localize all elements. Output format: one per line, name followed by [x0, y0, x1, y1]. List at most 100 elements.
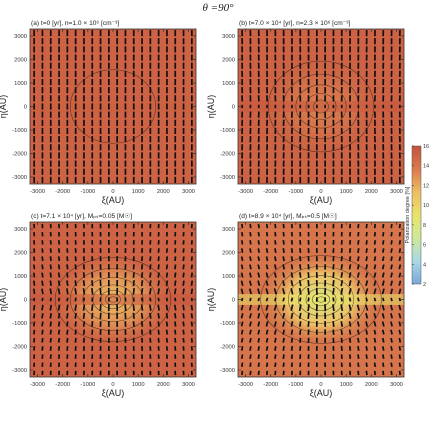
polarization-vector: [41, 304, 44, 311]
polarization-vector: [282, 240, 285, 245]
polarization-vector: [307, 272, 310, 278]
panel-b: -3000 -2000 -1000 0 1000 2000 3000 -3000 -2000 -1…: [206, 20, 405, 205]
polarization-vector: [265, 240, 269, 245]
polarization-vector: [157, 288, 160, 295]
polarization-vector: [140, 312, 144, 319]
x-tick-label: 0: [319, 189, 322, 195]
polarization-vector: [66, 304, 69, 311]
polarization-vector: [265, 288, 269, 295]
polarization-vector: [290, 337, 294, 343]
panel-title: (c) t=7.1 × 10⁴ [yr], Mₚₛ=0.05 [M☉]: [31, 212, 132, 220]
polarization-vector: [290, 264, 294, 270]
polarization-vector: [265, 256, 269, 262]
polarization-vector: [157, 264, 160, 270]
polarization-vector: [290, 297, 294, 302]
polarization-vector: [240, 362, 244, 367]
polarization-vector: [174, 256, 177, 262]
polarization-vector: [57, 329, 61, 335]
y-axis-label: η(AU): [206, 95, 216, 119]
y-tick-label: 3000: [222, 227, 235, 233]
polarization-vector: [398, 329, 402, 335]
polarization-vector: [282, 231, 285, 237]
polarization-vectors: [240, 223, 402, 376]
polarization-vector: [49, 329, 52, 335]
polarization-vector: [190, 321, 194, 327]
polarization-vector: [282, 362, 285, 368]
polarization-vector: [82, 312, 86, 319]
polarization-vectors: [241, 29, 401, 184]
polarization-vector: [265, 354, 269, 359]
polarization-vector: [290, 272, 294, 278]
polarization-vector: [348, 297, 352, 302]
polarization-vector: [381, 304, 385, 311]
polarization-vector: [265, 346, 269, 351]
polarization-vector: [382, 370, 385, 376]
polarization-vector: [57, 256, 61, 262]
polarization-vector: [91, 321, 94, 327]
polarization-vector: [398, 313, 402, 319]
x-tick-label: 1000: [340, 382, 353, 388]
polarization-vector: [307, 321, 310, 327]
y-tick-label: -3000: [220, 175, 235, 181]
polarization-vector: [357, 231, 360, 237]
polarization-vector: [157, 256, 160, 262]
polarization-vector: [282, 337, 285, 343]
polarization-vector: [398, 240, 402, 245]
polarization-vector: [382, 223, 385, 229]
polarization-vector: [74, 264, 77, 270]
disk-band: [30, 294, 196, 305]
polarization-vector: [157, 321, 160, 327]
polarization-vector: [274, 362, 277, 368]
polarization-vector: [365, 240, 368, 245]
polarization-vector: [348, 321, 352, 327]
y-tick-label: 2000: [14, 251, 27, 257]
polarization-vector: [265, 370, 269, 376]
polarization-vector: [348, 337, 352, 343]
polarization-vector: [165, 321, 169, 327]
figure-title: θ =90°: [203, 2, 235, 14]
polarization-vector: [282, 304, 286, 311]
polarization-vector: [365, 280, 369, 287]
polarization-vector: [257, 321, 261, 327]
polarization-vector: [274, 337, 277, 343]
polarization-vector: [49, 346, 52, 351]
density-contour: [260, 255, 382, 344]
density-contour: [288, 275, 354, 324]
x-axis-label: ξ(AU): [310, 195, 333, 205]
polarization-vector: [182, 264, 185, 270]
polarization-vector: [390, 337, 393, 343]
polarization-vector: [274, 354, 277, 359]
polarization-vector: [282, 354, 285, 359]
y-axis-label: η(AU): [0, 288, 8, 312]
polarization-vector: [373, 264, 377, 270]
polarization-vector: [99, 287, 102, 295]
polarization-vector: [57, 312, 61, 319]
polarization-vector: [365, 354, 368, 359]
polarization-vector: [357, 240, 360, 245]
polarization-vector: [373, 240, 377, 245]
polarization-vector: [365, 312, 369, 319]
polarization-vector: [249, 354, 252, 359]
polarization-vector: [149, 264, 152, 270]
polarization-vector: [282, 248, 285, 253]
polarization-vector: [348, 312, 352, 319]
polarization-vector: [307, 304, 310, 312]
polarization-vector: [365, 248, 368, 253]
polarization-vector: [33, 264, 36, 270]
polarization-vector: [382, 362, 385, 368]
polarization-vector: [282, 280, 286, 287]
polarization-vector: [173, 304, 177, 311]
polarization-vector: [257, 288, 261, 295]
polarization-vector: [390, 370, 393, 376]
polarization-vector: [390, 280, 394, 286]
polarization-vector: [182, 288, 185, 295]
polarization-vector: [340, 321, 344, 327]
polarization-vector: [257, 231, 260, 237]
polarization-vector: [257, 240, 260, 245]
polarization-vector: [340, 256, 343, 262]
polarization-vector: [32, 288, 36, 295]
polarization-vector: [257, 346, 261, 351]
y-tick-label: 3000: [222, 34, 235, 40]
y-tick-label: -3000: [220, 368, 235, 374]
